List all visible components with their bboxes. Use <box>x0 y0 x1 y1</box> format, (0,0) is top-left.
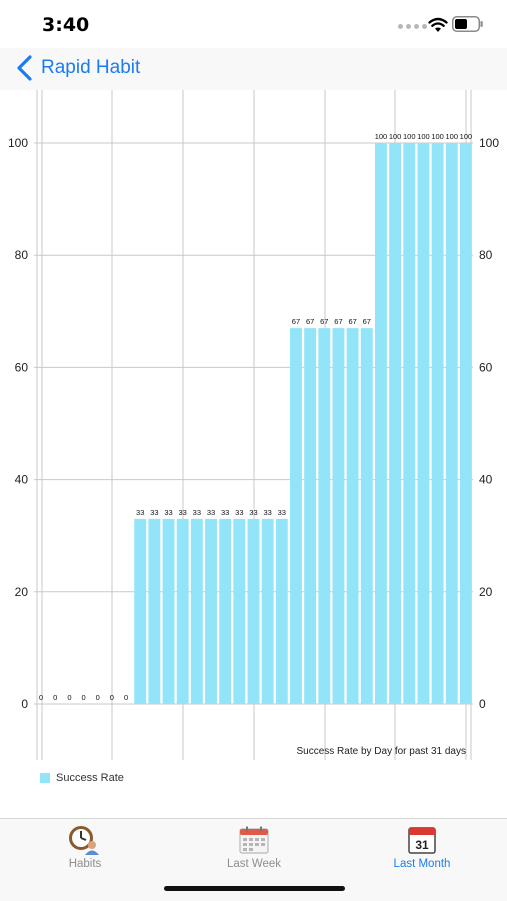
svg-text:31: 31 <box>415 838 429 852</box>
bar-value-label: 33 <box>278 508 286 517</box>
chart-bar <box>332 328 345 704</box>
chart-bar <box>445 143 458 704</box>
legend-label: Success Rate <box>56 772 124 784</box>
chart-bar <box>233 518 246 704</box>
bar-value-label: 100 <box>403 132 416 141</box>
chart-description: Success Rate by Day for past 31 days <box>296 746 466 757</box>
bar-value-label: 67 <box>334 317 342 326</box>
cellular-signal-icon <box>398 24 427 29</box>
chart-bar <box>360 328 373 704</box>
tab-habits[interactable]: Habits <box>25 825 145 870</box>
y-tick-label-left: 100 <box>8 136 28 150</box>
chart-bar <box>247 518 260 704</box>
chart-bar <box>417 143 430 704</box>
y-tick-label-right: 40 <box>479 473 493 487</box>
tab-last-month[interactable]: 31 Last Month <box>362 825 482 870</box>
home-indicator <box>164 886 345 891</box>
chart-bar <box>190 518 203 704</box>
y-tick-label-right: 20 <box>479 585 493 599</box>
bar-value-label: 67 <box>363 317 371 326</box>
bar-value-label: 100 <box>417 132 430 141</box>
bar-value-label: 0 <box>53 693 57 702</box>
chart-bar <box>261 518 274 704</box>
bar-value-label: 100 <box>375 132 388 141</box>
chart-bar <box>403 143 416 704</box>
bar-value-label: 100 <box>460 132 473 141</box>
bar-value-label: 67 <box>306 317 314 326</box>
chart-bar <box>219 518 232 704</box>
bar-value-label: 100 <box>431 132 444 141</box>
chart-bar <box>304 328 317 704</box>
battery-icon <box>452 16 483 32</box>
calendar-week-icon <box>239 826 269 854</box>
chart-bar <box>318 328 331 704</box>
back-label: Rapid Habit <box>41 57 141 78</box>
calendar-31-icon: 31 <box>408 827 436 854</box>
bar-value-label: 100 <box>389 132 402 141</box>
y-tick-label-left: 80 <box>15 248 29 262</box>
tab-label-last-week: Last Week <box>226 858 282 870</box>
chart-bar <box>431 143 444 704</box>
y-tick-label-right: 60 <box>479 360 493 374</box>
wifi-icon <box>428 17 448 32</box>
bar-value-label: 33 <box>235 508 243 517</box>
back-button[interactable]: Rapid Habit <box>14 54 140 82</box>
bar-value-label: 33 <box>164 508 172 517</box>
bar-value-label: 67 <box>348 317 356 326</box>
chart-bar <box>290 328 302 704</box>
chart-bar <box>459 143 472 704</box>
y-tick-label-right: 100 <box>479 136 499 150</box>
tab-label-last-month: Last Month <box>393 858 451 870</box>
y-tick-label-right: 0 <box>479 697 486 711</box>
chart-bar <box>375 143 387 704</box>
chart-bar <box>346 328 359 704</box>
success-rate-chart: 0 0 20 20 40 40 60 60 80 80 100 100 0 0 0 0 0 0 0 33 33 33 33 3… <box>0 90 507 818</box>
status-bar: 3:40 <box>0 0 507 48</box>
status-time: 3:40 <box>42 14 90 36</box>
tab-label-habits: Habits <box>68 858 102 870</box>
bar-value-label: 100 <box>446 132 459 141</box>
bar-value-label: 33 <box>193 508 201 517</box>
bar-value-label: 33 <box>221 508 229 517</box>
bar-value-label: 0 <box>124 693 128 702</box>
chart-bar <box>389 143 402 704</box>
bar-value-label: 0 <box>96 693 100 702</box>
chart-legend: Success Rate <box>40 772 124 784</box>
bar-value-label: 33 <box>249 508 257 517</box>
bar-value-label: 67 <box>292 317 300 326</box>
chart-bar <box>162 518 175 704</box>
y-tick-label-left: 40 <box>15 473 29 487</box>
bar-value-label: 33 <box>150 508 158 517</box>
habits-clock-icon <box>69 826 99 855</box>
bar-value-label: 33 <box>263 508 271 517</box>
y-tick-label-right: 80 <box>479 248 493 262</box>
bar-value-label: 33 <box>207 508 215 517</box>
bar-value-label: 33 <box>136 508 144 517</box>
legend-swatch <box>40 773 50 783</box>
chevron-left-icon <box>17 55 32 81</box>
bar-value-label: 0 <box>81 693 85 702</box>
chart-bar <box>275 518 288 704</box>
chart-bar <box>134 518 147 704</box>
chart-bar <box>205 518 217 704</box>
bar-value-label: 0 <box>110 693 114 702</box>
bar-value-label: 67 <box>320 317 328 326</box>
bar-value-label: 33 <box>179 508 187 517</box>
chart-bar <box>176 518 189 704</box>
navigation-bar: Rapid Habit <box>0 48 507 91</box>
tab-last-week[interactable]: Last Week <box>194 825 314 870</box>
bar-value-label: 0 <box>67 693 71 702</box>
bar-value-label: 0 <box>39 693 43 702</box>
y-tick-label-left: 60 <box>15 360 29 374</box>
y-tick-label-left: 20 <box>15 585 29 599</box>
y-tick-label-left: 0 <box>21 697 28 711</box>
chart-bar <box>148 518 161 704</box>
